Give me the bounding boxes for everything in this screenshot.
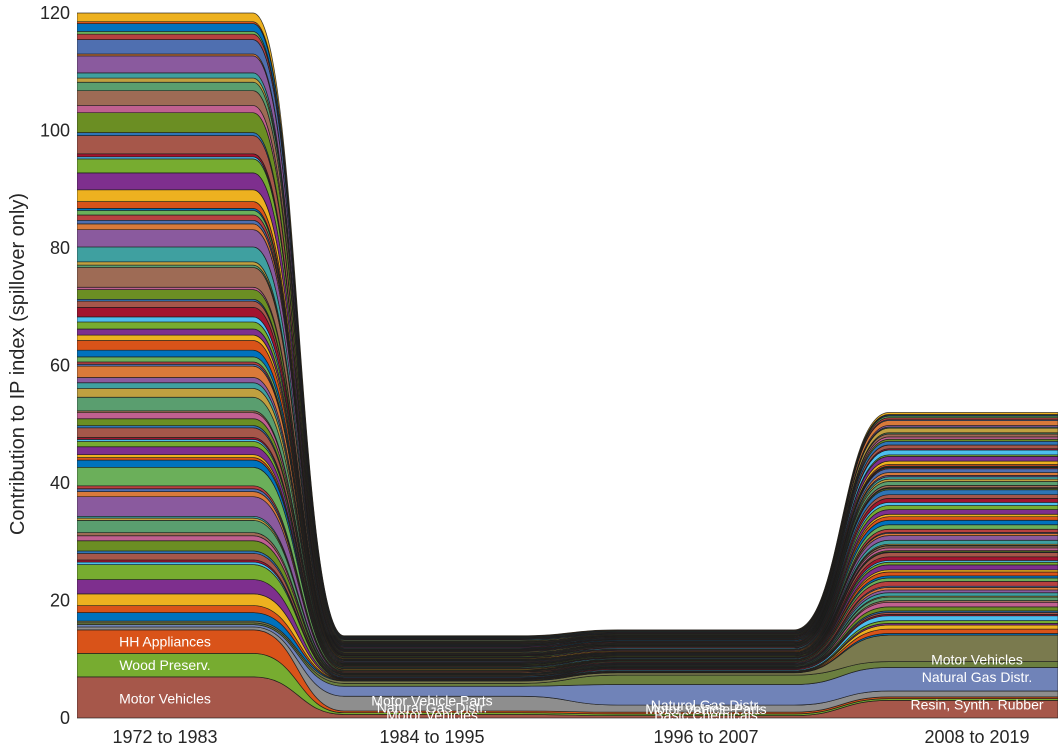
- flow-label-basic-chemicals: Basic Chemicals: [654, 707, 757, 723]
- flow-label-natural-gas-distr-: Natural Gas Distr.: [922, 669, 1032, 685]
- x-tick-label: 2008 to 2019: [924, 727, 1029, 747]
- x-tick-label: 1972 to 1983: [112, 727, 217, 747]
- y-tick-label: 100: [40, 121, 70, 141]
- flow-labels: HH Appliances Wood Preserv. Motor Vehicles…: [119, 634, 1044, 723]
- flow-label-motor-vehicles: Motor Vehicles: [931, 651, 1023, 667]
- flow-label-wood-preserv-: Wood Preserv.: [119, 657, 210, 673]
- y-tick-label: 120: [40, 3, 70, 23]
- y-tick-label: 0: [60, 708, 70, 728]
- x-tick-label: 1996 to 2007: [653, 727, 758, 747]
- flow-label-motor-vehicle-parts: Motor Vehicle Parts: [645, 701, 766, 717]
- flow-ribbons: [77, 12, 1058, 719]
- flow-label-motor-vehicle-parts: Motor Vehicle Parts: [371, 692, 492, 708]
- flow-label-natural-gas-distr-: Natural Gas Distr.: [377, 699, 487, 715]
- flow-label-natural-gas-distr-: Natural Gas Distr.: [651, 697, 761, 713]
- flow-label-motor-vehicles: Motor Vehicles: [119, 691, 211, 707]
- flow-ribbon: [77, 12, 1058, 637]
- y-tick-label: 20: [50, 591, 70, 611]
- y-tick-label: 40: [50, 473, 70, 493]
- flow-label-motor-vehicles: Motor Vehicles: [386, 707, 478, 723]
- flow-label-resin-synth-rubber: Resin, Synth. Rubber: [910, 696, 1043, 712]
- x-tick-label: 1984 to 1995: [379, 727, 484, 747]
- y-tick-label: 60: [50, 356, 70, 376]
- y-axis-label: Contribution to IP index (spillover only…: [7, 193, 29, 535]
- y-tick-label: 80: [50, 238, 70, 258]
- flow-label-hh-appliances: HH Appliances: [119, 634, 211, 650]
- x-axis: 1972 to 1983 1984 to 1995 1996 to 2007 2008…: [112, 727, 1029, 747]
- y-axis: 0 20 40 60 80 100 120: [40, 3, 70, 728]
